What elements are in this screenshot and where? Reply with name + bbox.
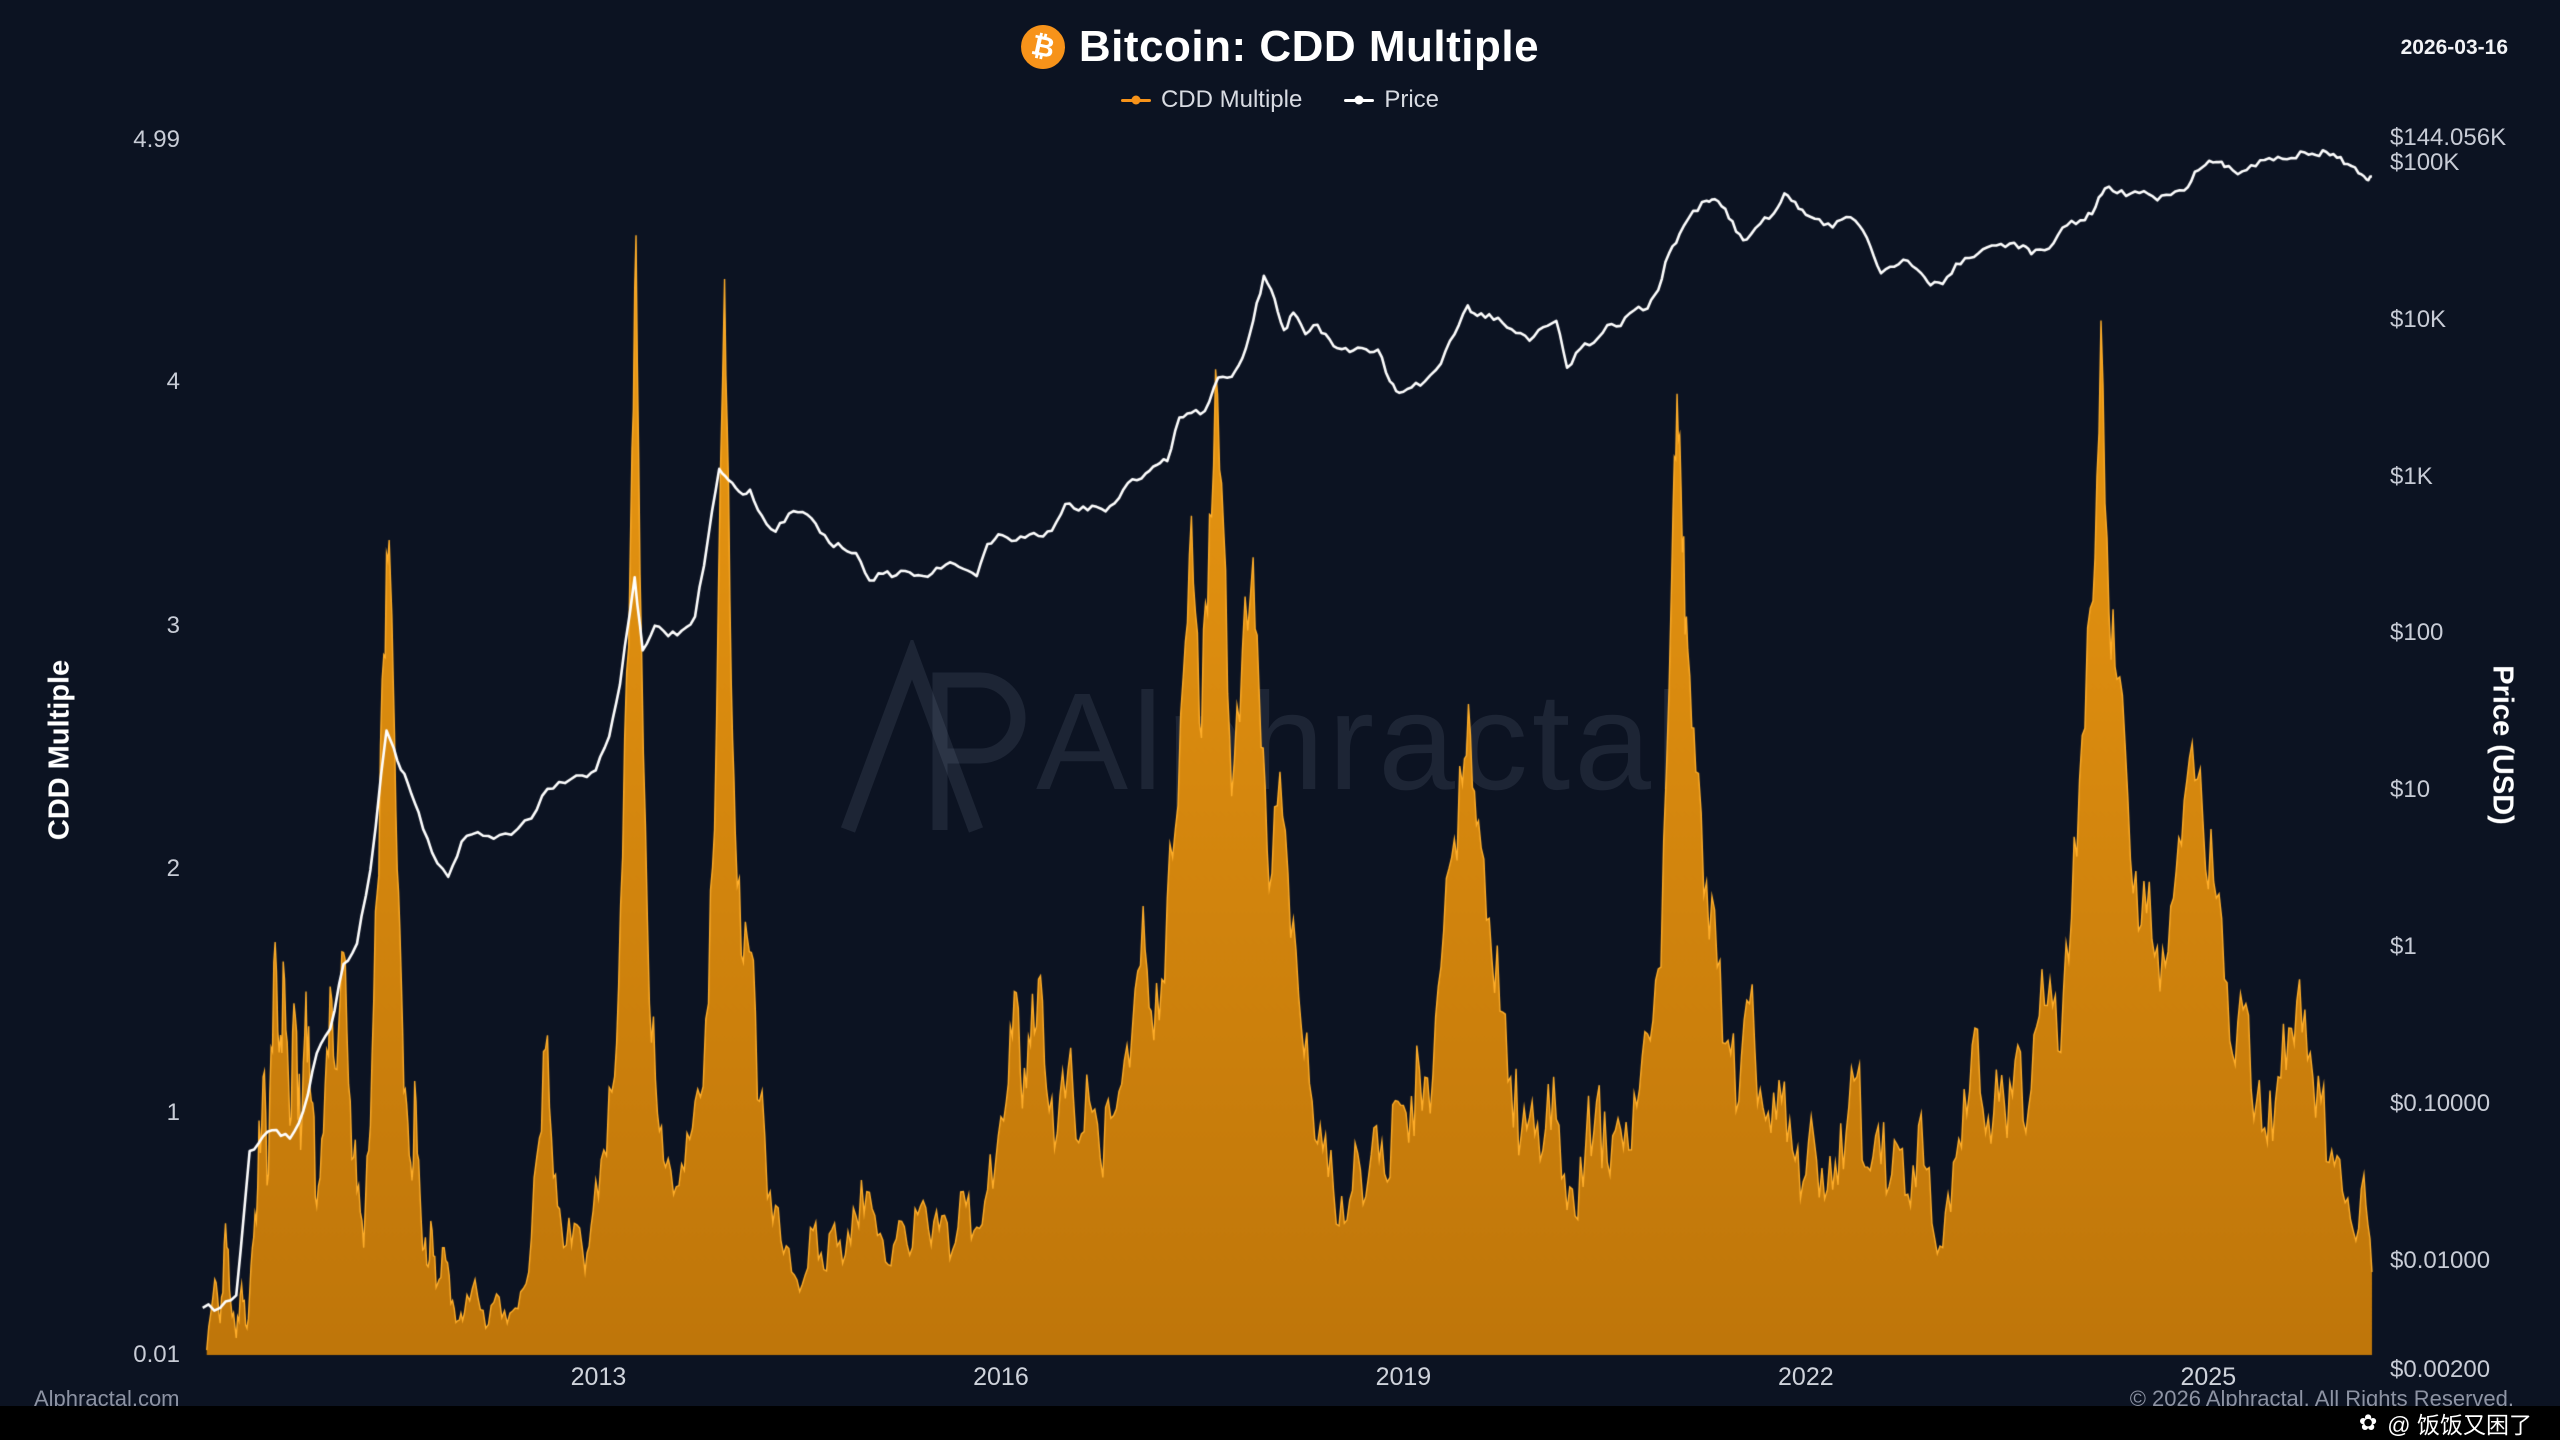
flower-icon: ✿ [2358, 1410, 2378, 1435]
bitcoin-symbol: ₿ [1028, 28, 1058, 65]
header: ₿ Bitcoin: CDD Multiple [0, 20, 2560, 74]
right-axis-title: Price (USD) [2486, 665, 2519, 825]
legend-label-price: Price [1384, 86, 1440, 113]
bottom-bar: ✿ @ 饭饭又困了 [0, 1406, 2560, 1440]
bitcoin-icon: ₿ [1016, 20, 1069, 74]
price-legend-marker-icon [1344, 98, 1375, 102]
credit-text: @ 饭饭又困了 [2387, 1412, 2532, 1438]
cdd-legend-marker-icon [1120, 98, 1151, 102]
legend-item-price[interactable]: Price [1344, 86, 1439, 114]
legend: CDD Multiple Price [0, 86, 2560, 114]
left-axis-title: CDD Multiple [43, 659, 76, 841]
chart-date: 2026-03-16 [2400, 36, 2508, 59]
legend-label-cdd: CDD Multiple [1160, 86, 1303, 113]
legend-item-cdd-multiple[interactable]: CDD Multiple [1120, 86, 1303, 114]
page-title: Bitcoin: CDD Multiple [1078, 22, 1540, 71]
